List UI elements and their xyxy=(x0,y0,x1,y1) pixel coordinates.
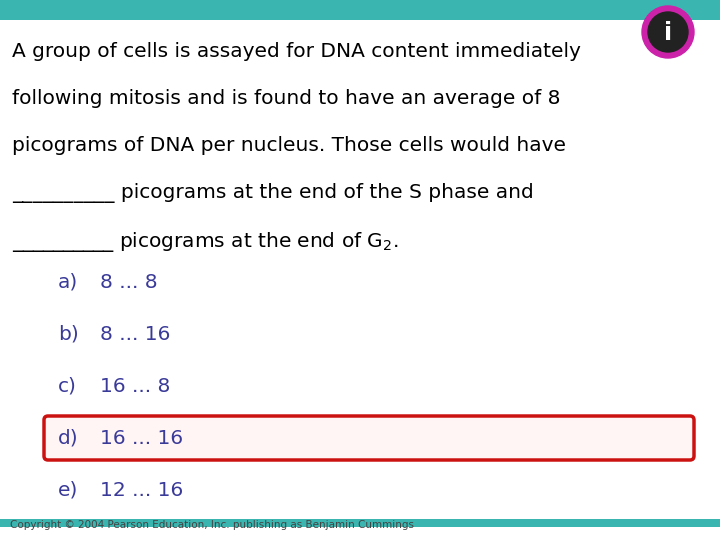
Text: i: i xyxy=(664,21,672,45)
Text: A group of cells is assayed for DNA content immediately: A group of cells is assayed for DNA cont… xyxy=(12,42,581,61)
Text: following mitosis and is found to have an average of 8: following mitosis and is found to have a… xyxy=(12,89,560,108)
Text: d): d) xyxy=(58,429,78,448)
Text: 16 ... 16: 16 ... 16 xyxy=(100,429,183,448)
Text: 8 ... 8: 8 ... 8 xyxy=(100,273,158,292)
Text: __________ picograms at the end of G$_{2}$.: __________ picograms at the end of G$_{2… xyxy=(12,230,398,254)
Text: b): b) xyxy=(58,325,78,343)
Circle shape xyxy=(648,12,688,52)
Text: __________ picograms at the end of the S phase and: __________ picograms at the end of the S… xyxy=(12,183,534,203)
Circle shape xyxy=(642,6,694,58)
Text: 12 ... 16: 12 ... 16 xyxy=(100,481,184,500)
Bar xyxy=(0,519,720,527)
Bar xyxy=(0,0,720,20)
Text: 8 ... 16: 8 ... 16 xyxy=(100,325,171,343)
Text: Copyright © 2004 Pearson Education, Inc. publishing as Benjamin Cummings: Copyright © 2004 Pearson Education, Inc.… xyxy=(10,520,414,530)
Text: e): e) xyxy=(58,481,78,500)
Text: 16 ... 8: 16 ... 8 xyxy=(100,376,171,395)
Text: c): c) xyxy=(58,376,77,395)
FancyBboxPatch shape xyxy=(44,416,694,460)
Text: a): a) xyxy=(58,273,78,292)
Text: picograms of DNA per nucleus. Those cells would have: picograms of DNA per nucleus. Those cell… xyxy=(12,136,566,155)
